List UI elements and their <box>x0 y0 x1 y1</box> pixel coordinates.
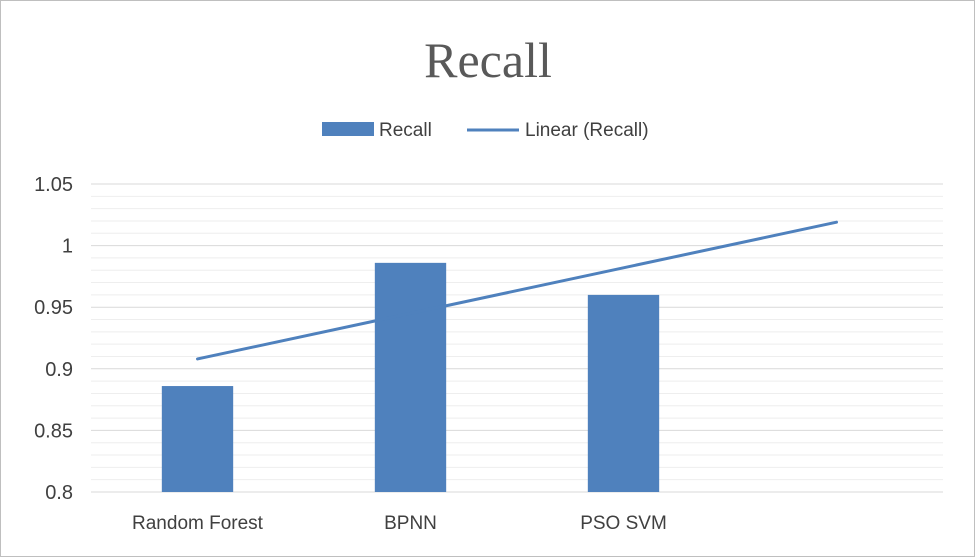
bar-pso-svm <box>587 294 660 492</box>
y-tick-label: 0.95 <box>34 297 73 319</box>
y-tick-label: 1.05 <box>34 174 73 196</box>
legend-label-recall: Recall <box>379 120 432 141</box>
legend-swatch-recall <box>322 122 374 136</box>
bar-random-forest <box>161 386 234 492</box>
bars <box>161 262 660 492</box>
x-category-label: BPNN <box>384 513 437 534</box>
legend-label-trendline: Linear (Recall) <box>525 120 649 141</box>
bar-bpnn <box>374 262 447 492</box>
y-tick-label: 0.9 <box>45 359 73 381</box>
trendline <box>196 220 838 361</box>
chart-title: Recall <box>424 32 552 88</box>
y-axis-tick-labels: 0.8 0.85 0.9 0.95 1 1.05 <box>34 174 73 504</box>
x-category-label: Random Forest <box>132 513 264 534</box>
y-tick-label: 1 <box>62 236 73 258</box>
trendline-line <box>196 220 838 361</box>
x-axis-category-labels: Random Forest BPNN PSO SVM <box>132 513 667 534</box>
y-tick-label: 0.85 <box>34 420 73 442</box>
x-category-label: PSO SVM <box>580 513 667 534</box>
y-tick-label: 0.8 <box>45 482 73 504</box>
legend: Recall Linear (Recall) <box>322 120 649 141</box>
